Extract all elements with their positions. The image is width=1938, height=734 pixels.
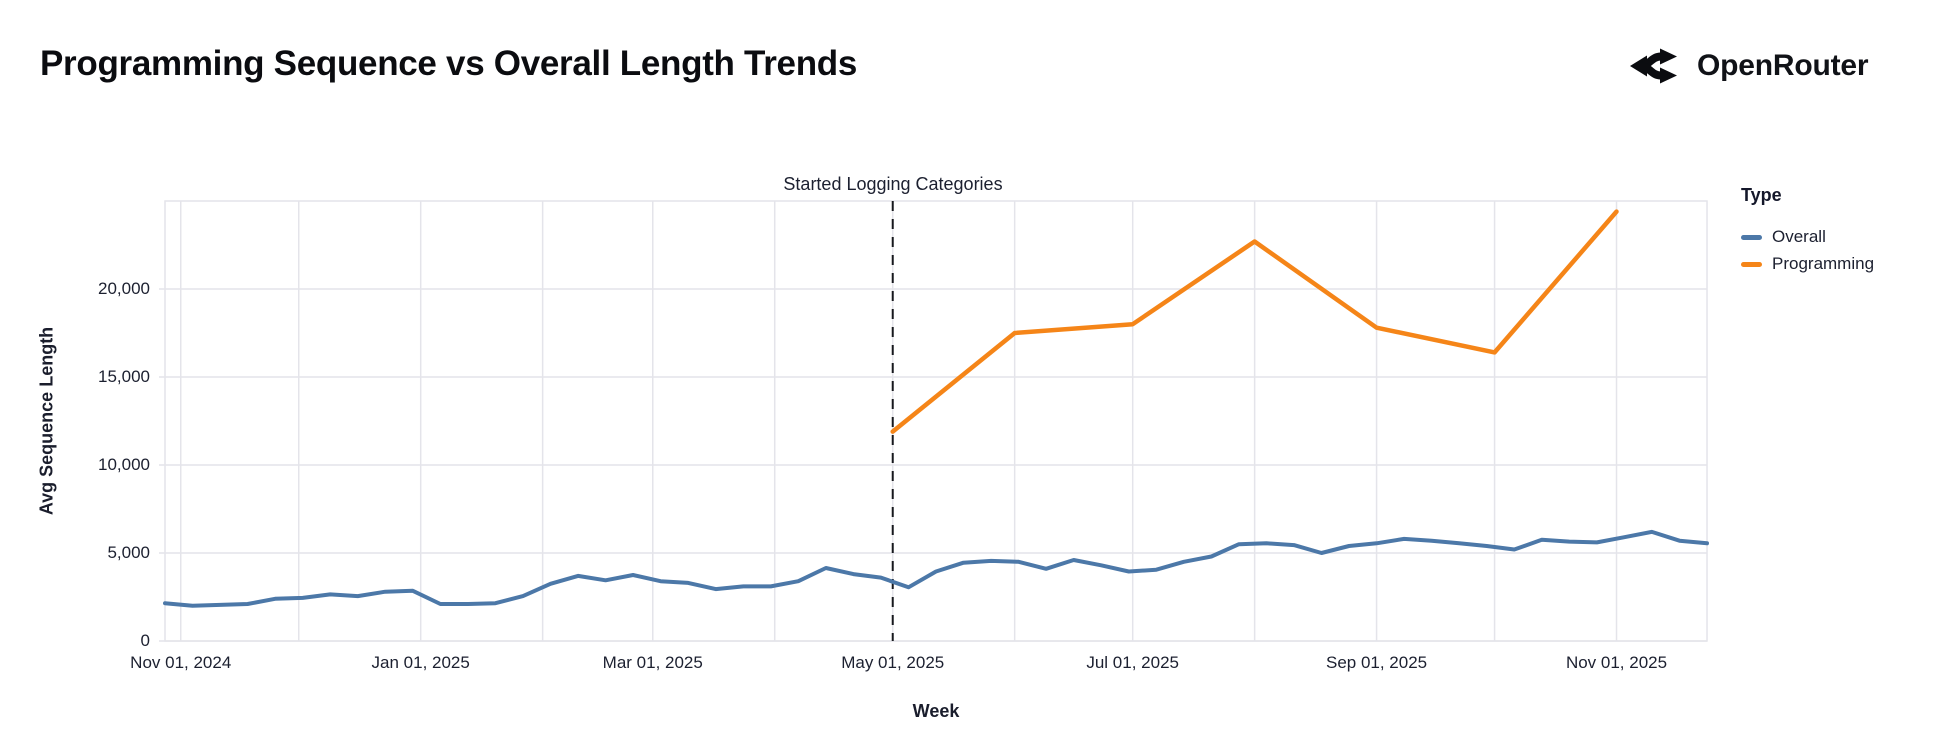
x-tick-label: May 01, 2025 [841,653,945,672]
legend-item-programming: Programming [1741,253,1874,275]
legend-item-overall: Overall [1741,226,1874,248]
x-tick-label: Sep 01, 2025 [1325,653,1428,672]
series-line-overall [163,529,1709,608]
legend-label: Overall [1772,227,1826,246]
plot-border [164,200,1708,642]
x-tick-label: Mar 01, 2025 [602,653,703,672]
x-tick-label: Jul 01, 2025 [1086,653,1179,672]
x-tick-label: Nov 01, 2025 [1565,653,1668,672]
y-tick-label: 5,000 [107,543,150,562]
y-axis-title: Avg Sequence Length [36,326,57,516]
programming-swatch [1741,261,1762,267]
legend: Type Overall Programming [1741,185,1874,280]
y-tick-label: 20,000 [98,279,150,298]
chart-title: Programming Sequence vs Overall Length T… [40,44,858,83]
y-tick-label: 15,000 [98,367,150,386]
legend-title: Type [1741,185,1782,205]
brand-name: OpenRouter [1697,49,1869,82]
y-tick-label: 0 [140,631,150,650]
series-line-programming [890,209,1619,434]
x-tick-label: Jan 01, 2025 [371,653,470,672]
x-axis-title: Week [912,701,960,721]
legend-label: Programming [1772,254,1875,273]
openrouter-logo-icon [1630,48,1677,84]
annotation-label: Started Logging Categories [783,174,1003,194]
y-tick-label: 10,000 [98,455,150,474]
x-tick-label: Nov 01, 2024 [130,653,232,672]
openrouter-brand: OpenRouter [1630,44,1869,88]
overall-swatch [1741,234,1762,240]
